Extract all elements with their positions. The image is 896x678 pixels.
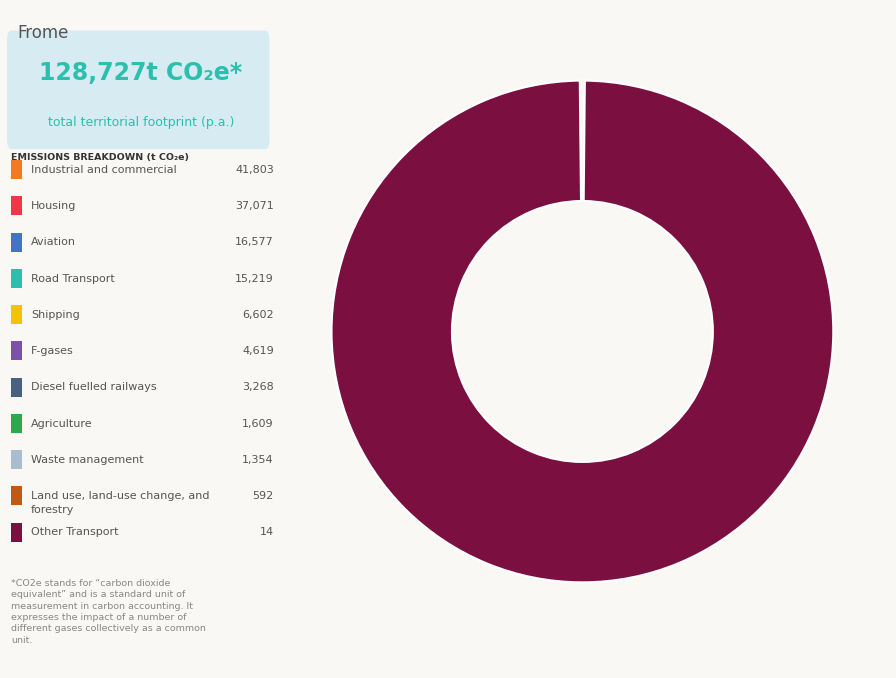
Text: Shipping: Shipping: [31, 310, 80, 320]
Wedge shape: [332, 174, 481, 342]
FancyBboxPatch shape: [12, 160, 22, 179]
FancyBboxPatch shape: [12, 450, 22, 469]
Text: total territorial footprint (p.a.): total territorial footprint (p.a.): [47, 115, 235, 129]
Text: Land use, land-use change, and: Land use, land-use change, and: [31, 491, 210, 501]
Text: 1,609: 1,609: [242, 419, 274, 428]
Wedge shape: [503, 85, 558, 207]
FancyBboxPatch shape: [12, 268, 22, 287]
FancyBboxPatch shape: [12, 414, 22, 433]
Text: 128,727t CO₂e*: 128,727t CO₂e*: [39, 61, 243, 85]
Wedge shape: [332, 81, 833, 582]
Text: forestry: forestry: [31, 504, 74, 515]
Text: F-gases: F-gases: [31, 346, 73, 356]
Text: EMISSIONS BREAKDOWN (t CO₂e): EMISSIONS BREAKDOWN (t CO₂e): [12, 153, 189, 161]
Text: 1,354: 1,354: [242, 455, 274, 465]
Text: 3,268: 3,268: [242, 382, 274, 393]
FancyBboxPatch shape: [12, 342, 22, 361]
Text: Frome: Frome: [17, 24, 68, 42]
Wedge shape: [452, 96, 538, 220]
Text: Agriculture: Agriculture: [31, 419, 92, 428]
Wedge shape: [561, 81, 577, 201]
Text: Road Transport: Road Transport: [31, 273, 115, 283]
Wedge shape: [584, 81, 833, 443]
FancyBboxPatch shape: [12, 233, 22, 252]
Wedge shape: [578, 81, 581, 201]
Text: 6,602: 6,602: [242, 310, 274, 320]
Wedge shape: [541, 82, 569, 203]
Text: 15,219: 15,219: [235, 273, 274, 283]
Wedge shape: [391, 120, 512, 247]
Text: 37,071: 37,071: [235, 201, 274, 211]
Text: Housing: Housing: [31, 201, 76, 211]
Text: 41,803: 41,803: [235, 165, 274, 175]
Text: 16,577: 16,577: [235, 237, 274, 247]
FancyBboxPatch shape: [12, 523, 22, 542]
Text: Industrial and commercial: Industrial and commercial: [31, 165, 177, 175]
Text: Other Transport: Other Transport: [31, 527, 118, 538]
Text: 592: 592: [253, 491, 274, 501]
Text: Aviation: Aviation: [31, 237, 76, 247]
Text: 4,619: 4,619: [242, 346, 274, 356]
Wedge shape: [421, 392, 805, 582]
Text: Diesel fuelled railways: Diesel fuelled railways: [31, 382, 157, 393]
Text: Waste management: Waste management: [31, 455, 143, 465]
FancyBboxPatch shape: [7, 31, 270, 149]
FancyBboxPatch shape: [12, 378, 22, 397]
FancyBboxPatch shape: [12, 487, 22, 506]
FancyBboxPatch shape: [12, 305, 22, 324]
FancyBboxPatch shape: [12, 197, 22, 216]
Text: 14: 14: [260, 527, 274, 538]
Text: *CO2e stands for “carbon dioxide
equivalent” and is a standard unit of
measureme: *CO2e stands for “carbon dioxide equival…: [12, 579, 206, 645]
Wedge shape: [332, 340, 496, 520]
